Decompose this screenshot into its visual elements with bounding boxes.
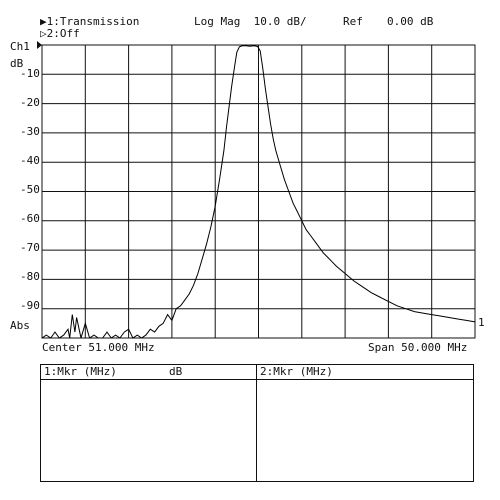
y-tick-label: -20 <box>20 96 40 109</box>
marker1-unit: dB <box>169 365 183 378</box>
reference-label: Ref <box>343 15 363 28</box>
y-tick-label: -70 <box>20 241 40 254</box>
y-tick-label: -30 <box>20 125 40 138</box>
trace1-label[interactable]: ▶1:Transmission <box>40 15 140 28</box>
plot-grid <box>42 45 475 338</box>
center-frequency[interactable]: Center 51.000 MHz <box>42 341 155 354</box>
plot-frame <box>41 44 476 339</box>
marker2-header: 2:Mkr (MHz) <box>260 365 333 378</box>
marker-table-header <box>41 365 473 380</box>
y-unit-label: dB <box>10 57 24 70</box>
y-tick-label: -50 <box>20 183 40 196</box>
y-tick-label: -80 <box>20 270 40 283</box>
y-tick-label: -40 <box>20 154 40 167</box>
y-tick-label: -10 <box>20 67 40 80</box>
y-tick-label: -60 <box>20 212 40 225</box>
trace-line-transmission <box>41 45 476 339</box>
reference-marker-icon <box>37 41 42 49</box>
reference-value: 0.00 dB <box>387 15 434 28</box>
channel-label: Ch1 <box>10 40 30 53</box>
trace-end-marker: 1 <box>478 316 485 329</box>
span-frequency[interactable]: Span 50.000 MHz <box>368 341 468 354</box>
marker-table-divider <box>256 365 257 481</box>
scale-label: Log Mag 10.0 dB/ <box>194 15 307 28</box>
trace2-label[interactable]: ▷2:Off <box>40 27 80 40</box>
marker1-header: 1:Mkr (MHz) <box>44 365 117 378</box>
abs-label: Abs <box>10 319 30 332</box>
y-tick-label: -90 <box>20 299 40 312</box>
marker-table: 1:Mkr (MHz) dB 2:Mkr (MHz) <box>40 364 474 482</box>
